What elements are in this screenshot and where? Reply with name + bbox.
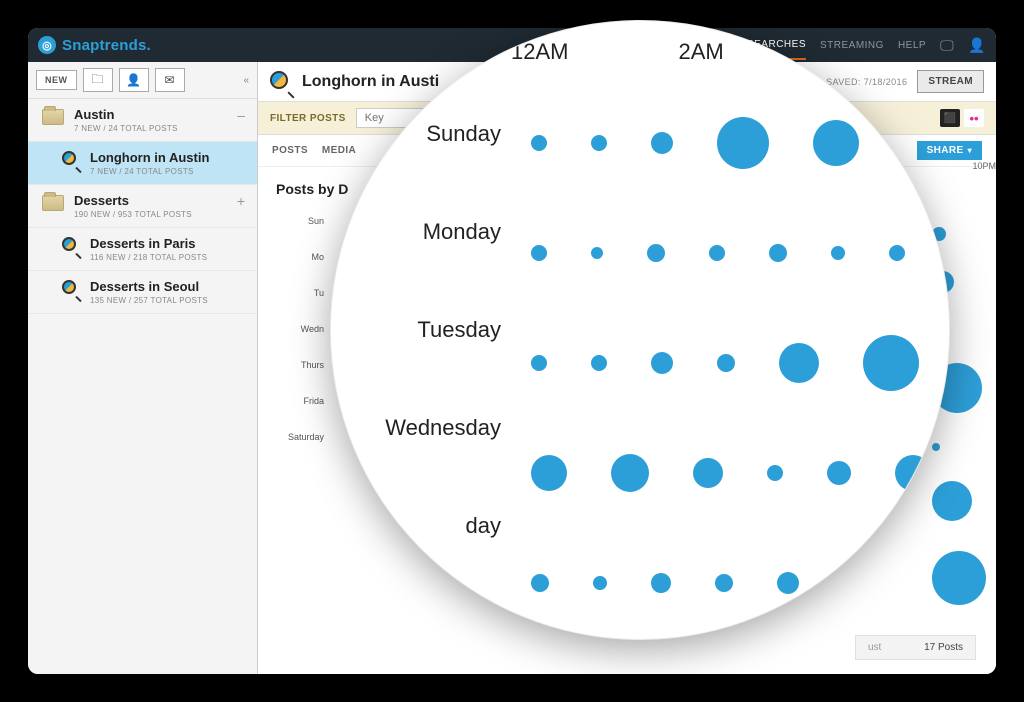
hour-label: 2AM — [678, 39, 723, 65]
day-label: Sun — [276, 216, 324, 226]
bubble-dot — [905, 575, 921, 591]
bubble-dot — [531, 355, 547, 371]
flickr-chip-icon[interactable]: •• — [964, 109, 984, 127]
sidebar-tools: NEW 🗀 👤 ✉ « — [28, 62, 257, 99]
bubble-dot — [769, 244, 787, 262]
day-label: Sunday — [371, 121, 501, 147]
bubble-dot — [693, 458, 723, 488]
brand-logo-icon: ◎ — [38, 36, 56, 54]
day-label: Tuesday — [371, 317, 501, 343]
bubble-dot — [591, 135, 607, 151]
bubble-dot — [889, 245, 905, 261]
user-icon[interactable]: 👤 — [968, 37, 986, 54]
search-meta: 116 NEW / 218 TOTAL POSTS — [90, 253, 207, 262]
day-label: day — [371, 513, 501, 539]
bubble-dot — [651, 573, 671, 593]
folder-title: Desserts — [74, 193, 192, 208]
search-title: Desserts in Paris — [90, 236, 207, 251]
search-title: Desserts in Seoul — [90, 279, 208, 294]
bubble-dot — [709, 245, 725, 261]
day-label: Frida — [276, 396, 324, 406]
bubble-dot — [531, 455, 567, 491]
folder-icon — [42, 195, 64, 211]
folder-icon — [42, 109, 64, 125]
bubble-row — [531, 561, 929, 605]
folder-title: Austin — [74, 107, 178, 122]
search-icon — [270, 71, 292, 93]
folder-icon-button[interactable]: 🗀 — [83, 68, 113, 92]
collapse-sidebar-icon[interactable]: « — [243, 75, 249, 86]
bubble-dot — [531, 245, 547, 261]
search-icon — [62, 237, 80, 255]
day-label: Mo — [276, 252, 324, 262]
bubble-dot — [717, 117, 769, 169]
bubble-dot — [827, 461, 851, 485]
bubble-dot — [813, 120, 859, 166]
day-label: Thurs — [276, 360, 324, 370]
folder-desserts[interactable]: Desserts 190 NEW / 953 TOTAL POSTS + — [28, 185, 257, 228]
folder-meta: 190 NEW / 953 TOTAL POSTS — [74, 210, 192, 219]
bubble-dot — [531, 574, 549, 592]
day-label: Wedn — [276, 324, 324, 334]
sidebar-list: Austin 7 NEW / 24 TOTAL POSTS – Longhorn… — [28, 99, 257, 674]
search-longhorn-austin[interactable]: Longhorn in Austin 7 NEW / 24 TOTAL POST… — [28, 142, 257, 185]
user-icon-button[interactable]: 👤 — [119, 68, 149, 92]
search-meta: 135 NEW / 257 TOTAL POSTS — [90, 296, 208, 305]
bubble-dot — [715, 574, 733, 592]
bubble-dot — [611, 454, 649, 492]
day-label: Wednesday — [347, 415, 501, 441]
bubble-row — [531, 121, 929, 165]
bubble-dot — [777, 572, 799, 594]
sidebar: NEW 🗀 👤 ✉ « Austin 7 NEW / 24 TOTAL POST… — [28, 62, 258, 674]
search-icon — [62, 151, 80, 169]
bubble-dot — [531, 135, 547, 151]
day-label: Saturday — [276, 432, 324, 442]
tab-posts[interactable]: POSTS — [272, 145, 308, 156]
bubble-dot — [647, 244, 665, 262]
bubble-dot — [843, 574, 861, 592]
bubble-dot — [717, 354, 735, 372]
mag-day-labels: Sunday Monday Tuesday Wednesday day — [371, 121, 501, 539]
bubble-dot — [779, 343, 819, 383]
bubble-dot — [651, 132, 673, 154]
bubble-dot — [903, 135, 919, 151]
collapse-folder-icon[interactable]: – — [237, 107, 245, 123]
new-button[interactable]: NEW — [36, 70, 77, 90]
bubble-row — [531, 341, 929, 385]
hour-label: 4A — [834, 39, 861, 65]
search-desserts-seoul[interactable]: Desserts in Seoul 135 NEW / 257 TOTAL PO… — [28, 271, 257, 314]
hour-label: 10PM — [972, 161, 996, 171]
folder-austin[interactable]: Austin 7 NEW / 24 TOTAL POSTS – — [28, 99, 257, 142]
search-meta: 7 NEW / 24 TOTAL POSTS — [90, 167, 209, 176]
bubble-dot — [767, 465, 783, 481]
folder-meta: 7 NEW / 24 TOTAL POSTS — [74, 124, 178, 133]
globe-icon-button[interactable]: ✉ — [155, 68, 185, 92]
bubble-dot — [593, 576, 607, 590]
search-icon — [62, 280, 80, 298]
bubble-row — [531, 231, 929, 275]
brand-name: Snaptrends. — [62, 37, 151, 54]
mag-hour-labels: 12AM 2AM 4A — [511, 39, 861, 65]
bubble-row — [531, 451, 929, 495]
search-title: Longhorn in Austin — [90, 150, 209, 165]
mag-bubble-grid — [531, 121, 929, 605]
day-label: Monday — [371, 219, 501, 245]
search-desserts-paris[interactable]: Desserts in Paris 116 NEW / 218 TOTAL PO… — [28, 228, 257, 271]
day-label: Tu — [276, 288, 324, 298]
bubble-dot — [591, 355, 607, 371]
hour-label: 12AM — [511, 39, 568, 65]
bubble-dot — [591, 247, 603, 259]
bubble-dot — [831, 246, 845, 260]
bubble-dot — [895, 455, 931, 491]
brand: ◎ Snaptrends. — [38, 36, 151, 54]
magnifier-overlay: 12AM 2AM 4A Sunday Monday Tuesday Wednes… — [330, 20, 950, 640]
expand-folder-icon[interactable]: + — [237, 193, 245, 209]
bubble-dot — [863, 335, 919, 391]
bubble-dot — [651, 352, 673, 374]
